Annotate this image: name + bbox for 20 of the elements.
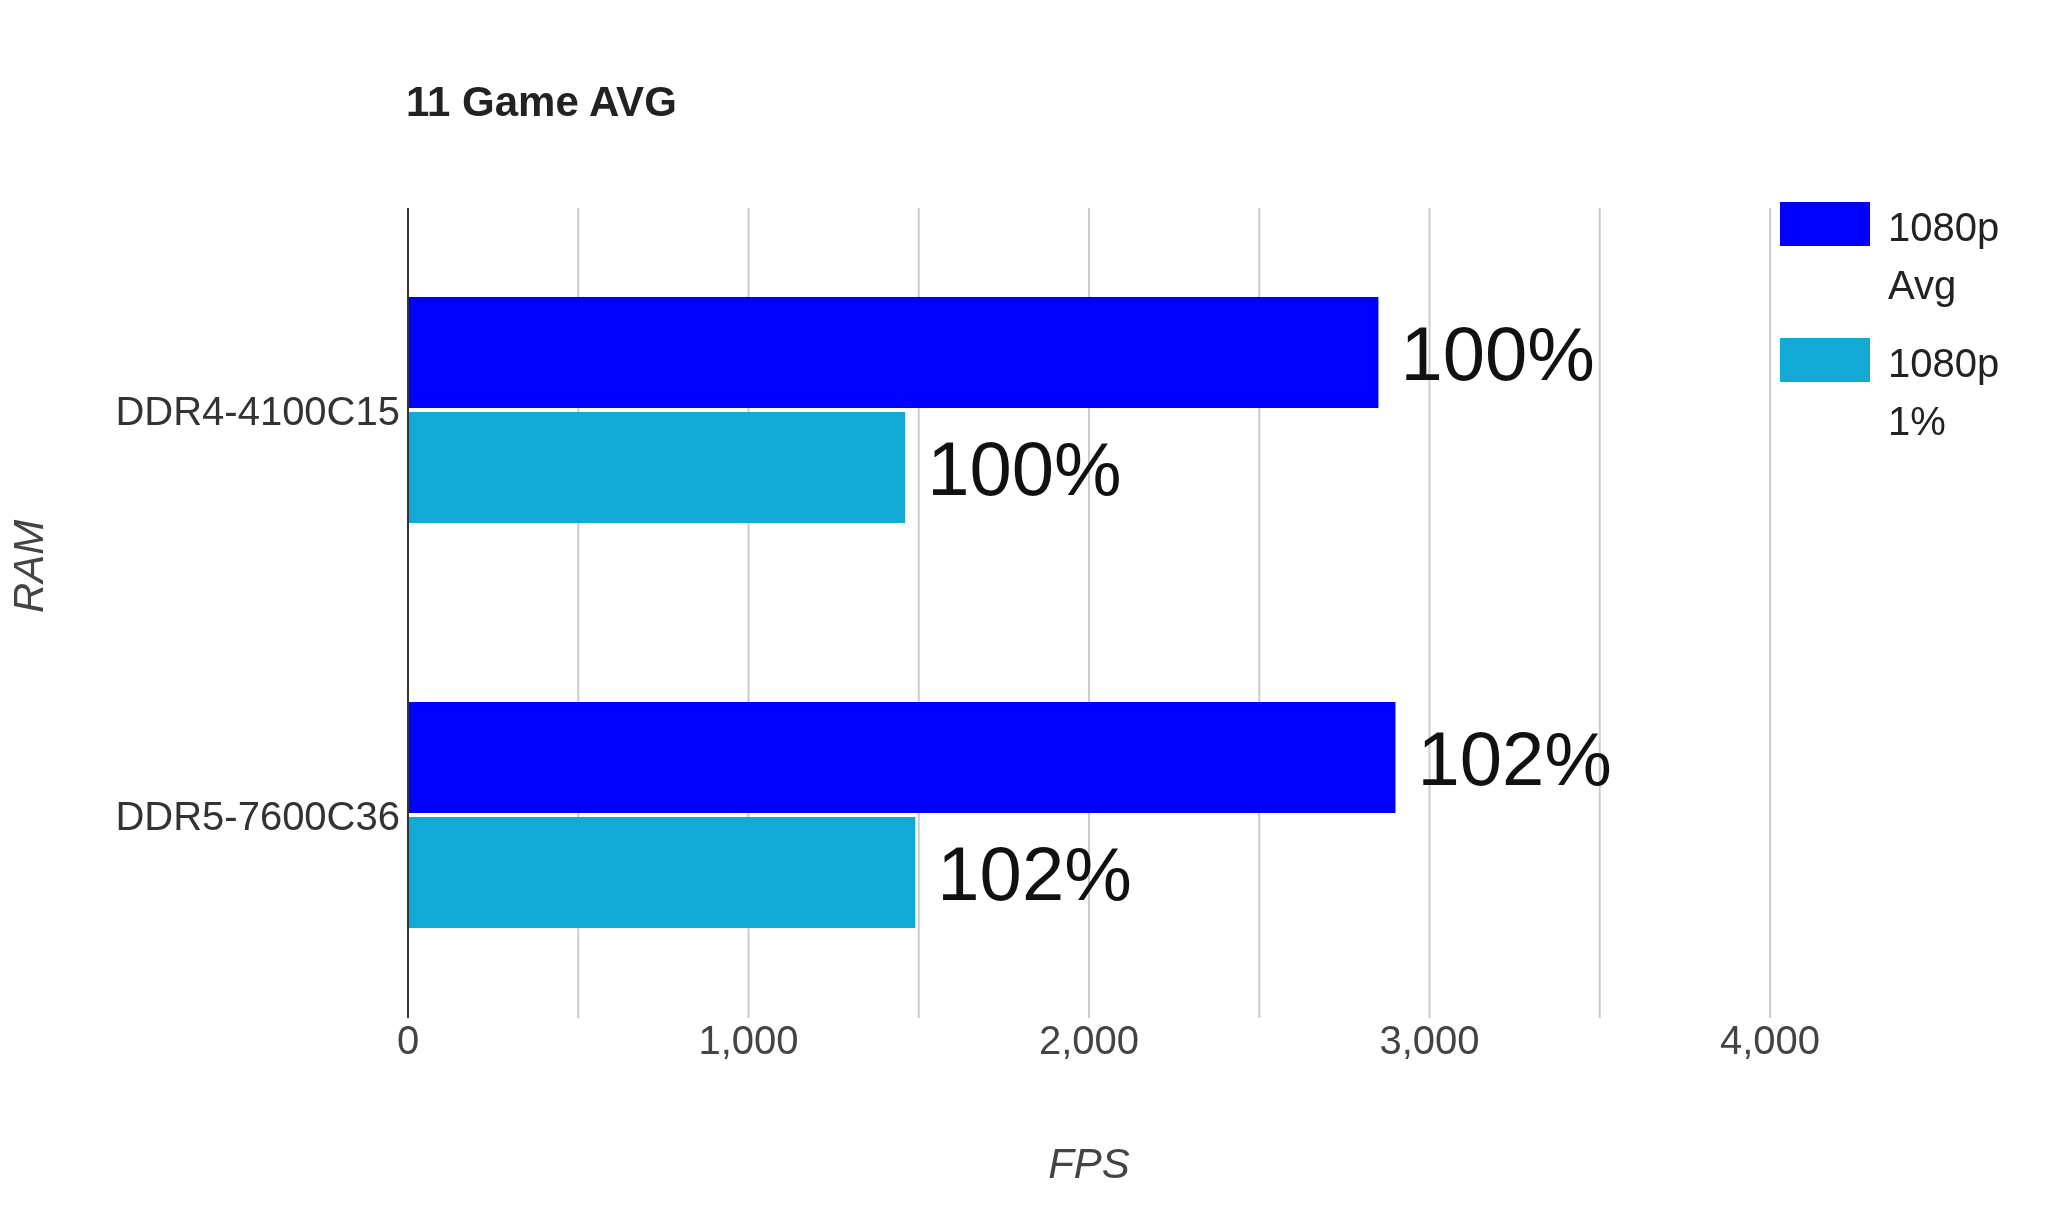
bar xyxy=(408,817,916,929)
bar xyxy=(408,702,1396,814)
x-tick-label: 0 xyxy=(396,1018,420,1063)
y-axis-title: RAM xyxy=(4,519,52,613)
x-axis-title: FPS xyxy=(1048,1140,1130,1187)
annotation: 102% xyxy=(1417,715,1612,801)
x-tick-label: 1,000 xyxy=(698,1018,799,1063)
chart-title: 11 Game AVG xyxy=(406,78,677,126)
y-tick-label: DDR5-7600C36 xyxy=(115,793,400,838)
legend-label: 1080p Avg xyxy=(1888,204,2001,309)
annotation: 100% xyxy=(1400,310,1595,396)
x-tick-label: 4,000 xyxy=(1719,1018,1821,1063)
bar xyxy=(408,412,906,524)
annotation: 100% xyxy=(927,425,1122,511)
legend-label: 1080p 1% xyxy=(1888,340,2001,445)
x-tick-label: 2,000 xyxy=(1038,1018,1140,1063)
annotation: 102% xyxy=(937,830,1132,916)
bar xyxy=(408,297,1379,409)
x-tick-label: 3,000 xyxy=(1379,1018,1480,1063)
y-tick-label: DDR4-4100C15 xyxy=(115,388,400,433)
